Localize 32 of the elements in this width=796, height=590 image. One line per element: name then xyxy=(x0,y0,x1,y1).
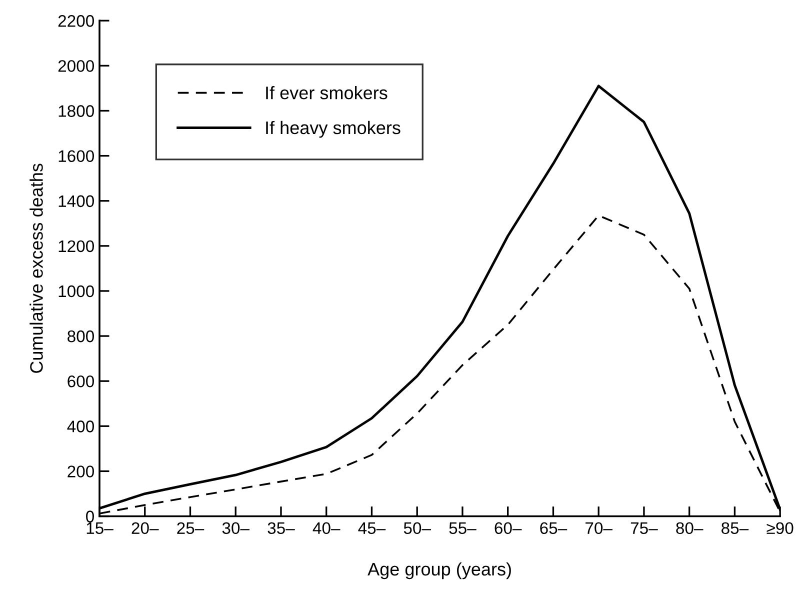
x-tick-label: 75– xyxy=(630,522,658,534)
x-tick-label: ≥90 xyxy=(766,522,794,534)
y-tick-label: 1800 xyxy=(58,105,94,117)
y-tick-label: 1000 xyxy=(58,285,94,298)
x-tick-label: 55– xyxy=(449,522,476,534)
x-tick-label: 70– xyxy=(586,522,612,534)
x-tick-label: 25– xyxy=(177,522,204,534)
x-tick-label: 50– xyxy=(404,522,431,534)
x-tick-label: 35– xyxy=(268,522,295,534)
x-tick-label: 85– xyxy=(722,522,749,534)
y-tick-label: 1600 xyxy=(58,150,94,162)
y-tick-label: 2000 xyxy=(58,60,94,72)
x-axis-title: Age group (years) xyxy=(368,562,511,580)
x-tick-label: 45– xyxy=(358,522,386,534)
y-tick-label: 400 xyxy=(67,420,94,432)
x-tick-label: 65– xyxy=(540,522,568,534)
y-tick-label: 600 xyxy=(68,375,94,388)
y-axis-title: Cumulative excess deaths xyxy=(30,164,43,373)
x-tick-label: 15– xyxy=(86,522,114,534)
x-tick-label: 60– xyxy=(494,522,522,534)
x-tick-label: 40– xyxy=(312,522,340,534)
y-tick-label: 800 xyxy=(68,330,94,342)
x-tick-label: 80– xyxy=(676,522,704,534)
legend-label: If ever smokers xyxy=(266,86,388,100)
y-tick-label: 2200 xyxy=(58,15,94,27)
x-tick-label: 30– xyxy=(222,522,250,534)
y-tick-label: 1400 xyxy=(58,195,94,208)
y-tick-label: 0 xyxy=(86,510,94,522)
x-tick-label: 20– xyxy=(132,522,159,534)
legend-label: If heavy smokers xyxy=(266,120,400,138)
y-tick-label: 200 xyxy=(68,466,94,478)
y-tick-label: 1200 xyxy=(58,240,94,252)
